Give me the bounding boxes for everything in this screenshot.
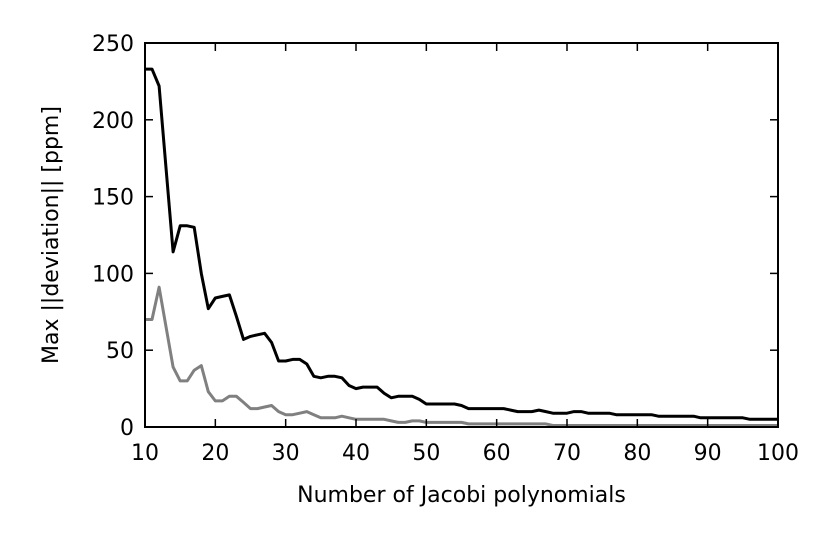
x-tick-label: 40 [342, 441, 370, 466]
x-tick-label: 60 [483, 441, 511, 466]
x-tick-label: 80 [623, 441, 651, 466]
x-tick-label: 50 [412, 441, 440, 466]
y-tick-label: 0 [120, 416, 134, 441]
y-tick-label: 150 [92, 186, 134, 211]
x-tick-label: 20 [201, 441, 229, 466]
x-tick-label: 10 [131, 441, 159, 466]
series-layer [145, 67, 778, 427]
y-tick-label: 250 [92, 32, 134, 57]
x-tick-label: 30 [272, 441, 300, 466]
y-tick-label: 200 [92, 109, 134, 134]
x-tick-label: 70 [553, 441, 581, 466]
series-line-1 [145, 67, 778, 421]
y-axis-label: Max ||deviation|| [ppm] [39, 106, 64, 364]
x-tick-label: 90 [694, 441, 722, 466]
y-tick-label: 50 [106, 339, 134, 364]
x-axis-label: Number of Jacobi polynomials [297, 483, 626, 508]
series-line-2 [145, 285, 778, 427]
ticks-layer: 10 20 30 40 50 60 70 80 90 100 0 50 100 150 200 250 [92, 32, 799, 466]
y-tick-label: 100 [92, 262, 134, 287]
plot-frame [144, 42, 779, 428]
x-tick-label: 100 [757, 441, 799, 466]
